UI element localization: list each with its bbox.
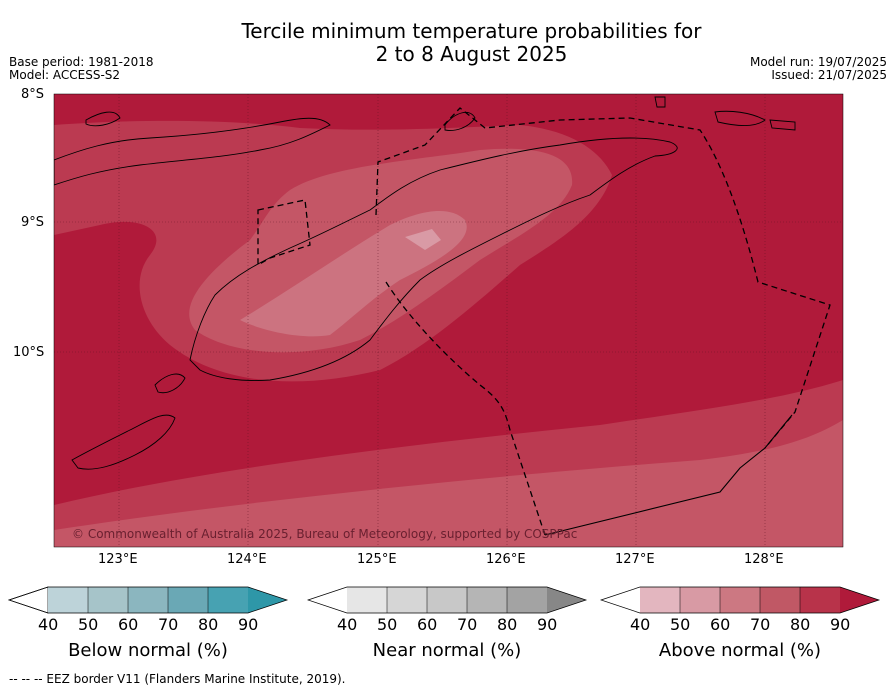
cb-below-swatch-4 (168, 587, 208, 613)
eez-border (257, 107, 831, 536)
title-line-2: 2 to 8 August 2025 (375, 42, 568, 66)
cb-above-tick-80: 80 (790, 615, 811, 634)
cb-near-swatch-2 (387, 587, 427, 613)
lon-label-127e: 127°E (615, 552, 655, 567)
cb-near-tick-80: 80 (497, 615, 518, 634)
cb-near-arrow-left (308, 587, 347, 613)
lat-label-9s: 9°S (21, 215, 45, 230)
colorbar-below-normal (8, 586, 289, 614)
cb-below-swatch-1 (48, 587, 88, 613)
lat-label-10s: 10°S (13, 345, 45, 360)
model-run: Model run: 19/07/2025 (749, 55, 887, 69)
island-east-1 (654, 96, 666, 108)
cb-below-swatch-5 (208, 587, 248, 613)
wetar-island (444, 111, 476, 131)
sumba-island (71, 414, 176, 470)
lon-label-124e: 124°E (227, 552, 267, 567)
cb-above-swatch-2 (680, 587, 720, 613)
map-band-60-70-south (54, 420, 843, 547)
cb-above-label: Above normal (%) (658, 640, 822, 661)
island-east-2 (714, 110, 766, 126)
cb-near-tick-70: 70 (457, 615, 478, 634)
copyright-credit: © Commonwealth of Australia 2025, Bureau… (72, 527, 578, 541)
alor-island (85, 111, 121, 127)
eez-footer-note: -- -- -- EEZ border V11 (Flanders Marine… (9, 672, 346, 686)
cb-near-label: Near normal (%) (372, 640, 522, 661)
cb-above-tick-60: 60 (710, 615, 731, 634)
cb-above-tick-70: 70 (750, 615, 771, 634)
cb-near-tick-40: 40 (337, 615, 358, 634)
cb-below-tick-70: 70 (158, 615, 179, 634)
cb-below-swatch-2 (88, 587, 128, 613)
cb-near-tick-90: 90 (537, 615, 558, 634)
cb-near-swatch-4 (467, 587, 507, 613)
cb-below-swatch-3 (128, 587, 168, 613)
lon-label-125e: 125°E (357, 552, 397, 567)
model-name: Model: ACCESS-S2 (9, 68, 121, 82)
meta-right: Model run: 19/07/2025 Issued: 21/07/2025 (750, 56, 887, 82)
colorbar-near-normal (307, 586, 588, 614)
cb-below-arrow-right (248, 587, 287, 613)
cb-below-tick-40: 40 (38, 615, 59, 634)
eez-solid-segment (544, 414, 793, 536)
cb-above-swatch-4 (760, 587, 800, 613)
timor-island (189, 137, 678, 381)
cb-near-arrow-right (547, 587, 586, 613)
cb-above-swatch-1 (640, 587, 680, 613)
issued-date: Issued: 21/07/2025 (771, 68, 887, 82)
colorbar-above-normal (600, 586, 881, 614)
flores-coast (54, 117, 331, 186)
cb-below-label: Below normal (%) (68, 640, 228, 661)
cb-below-tick-60: 60 (118, 615, 139, 634)
cb-near-swatch-1 (347, 587, 387, 613)
cb-below-tick-80: 80 (198, 615, 219, 634)
island-east-3 (769, 119, 796, 131)
lon-label-123e: 123°E (98, 552, 138, 567)
meta-left: Base period: 1981-2018 Model: ACCESS-S2 (9, 56, 154, 82)
cb-near-swatch-3 (427, 587, 467, 613)
cb-above-tick-90: 90 (830, 615, 851, 634)
cb-above-swatch-3 (720, 587, 760, 613)
map-frame (53, 93, 844, 548)
cb-above-swatch-5 (800, 587, 840, 613)
cb-above-tick-50: 50 (670, 615, 691, 634)
rote-island (154, 373, 186, 394)
title-line-1: Tercile minimum temperature probabilitie… (241, 19, 702, 43)
cb-near-swatch-5 (507, 587, 547, 613)
map-band-50-60 (240, 210, 467, 337)
coastlines (54, 96, 796, 470)
cb-below-arrow-left (8, 586, 49, 614)
cb-above-arrow-right (840, 587, 879, 613)
cb-above-tick-40: 40 (630, 615, 651, 634)
lon-label-128e: 128°E (744, 552, 784, 567)
cb-near-tick-50: 50 (377, 615, 398, 634)
cb-below-tick-50: 50 (78, 615, 99, 634)
map-band-40-50 (405, 229, 441, 250)
cb-near-tick-60: 60 (417, 615, 438, 634)
chart-title: Tercile minimum temperature probabilitie… (0, 20, 896, 66)
cb-above-arrow-left (601, 587, 640, 613)
cb-below-tick-90: 90 (238, 615, 259, 634)
base-period: Base period: 1981-2018 (9, 55, 154, 69)
lat-label-8s: 8°S (21, 87, 45, 102)
lon-label-126e: 126°E (486, 552, 526, 567)
